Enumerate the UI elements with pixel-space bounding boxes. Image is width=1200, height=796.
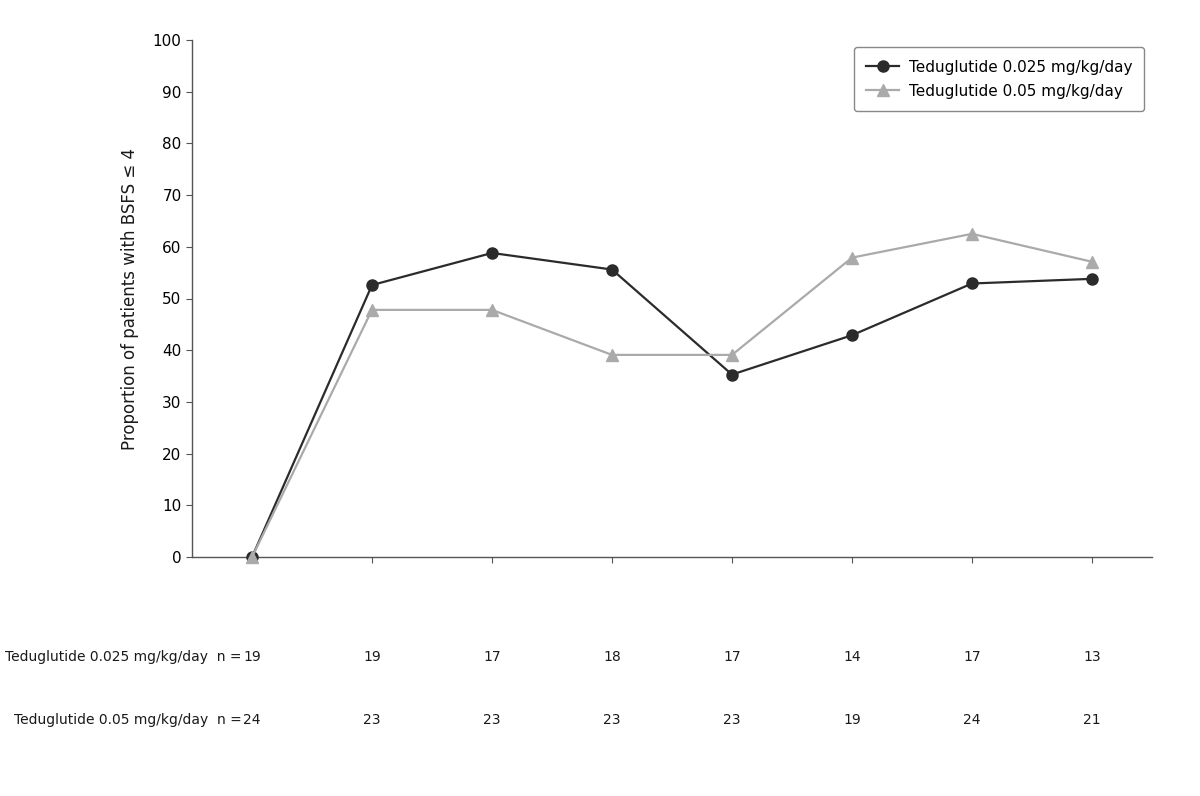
Teduglutide 0.025 mg/kg/day: [485, 248, 499, 258]
Teduglutide 0.05 mg/kg/day: [965, 229, 979, 239]
Text: 23: 23: [724, 713, 740, 728]
Text: 18: 18: [604, 650, 620, 664]
Text: 13: 13: [1084, 650, 1100, 664]
Teduglutide 0.05 mg/kg/day: [245, 552, 259, 562]
Text: 17: 17: [484, 650, 500, 664]
Text: 14: 14: [844, 650, 860, 664]
Teduglutide 0.05 mg/kg/day: [725, 350, 739, 360]
Text: 21: 21: [1084, 713, 1100, 728]
Line: Teduglutide 0.025 mg/kg/day: Teduglutide 0.025 mg/kg/day: [246, 248, 1098, 563]
Text: 17: 17: [964, 650, 980, 664]
Text: 19: 19: [844, 713, 860, 728]
Teduglutide 0.025 mg/kg/day: [365, 280, 379, 290]
Teduglutide 0.05 mg/kg/day: [365, 305, 379, 314]
Teduglutide 0.05 mg/kg/day: [605, 350, 619, 360]
Legend: Teduglutide 0.025 mg/kg/day, Teduglutide 0.05 mg/kg/day: Teduglutide 0.025 mg/kg/day, Teduglutide…: [853, 48, 1145, 111]
Y-axis label: Proportion of patients with BSFS ≤ 4: Proportion of patients with BSFS ≤ 4: [121, 147, 139, 450]
Teduglutide 0.025 mg/kg/day: [845, 330, 859, 340]
Teduglutide 0.025 mg/kg/day: [965, 279, 979, 288]
Text: 23: 23: [484, 713, 500, 728]
Teduglutide 0.05 mg/kg/day: [845, 253, 859, 263]
Teduglutide 0.025 mg/kg/day: [605, 265, 619, 275]
Text: 23: 23: [604, 713, 620, 728]
Teduglutide 0.025 mg/kg/day: [245, 552, 259, 562]
Text: 19: 19: [364, 650, 380, 664]
Text: 24: 24: [964, 713, 980, 728]
Teduglutide 0.05 mg/kg/day: [485, 305, 499, 314]
Text: 23: 23: [364, 713, 380, 728]
Teduglutide 0.05 mg/kg/day: [1085, 257, 1099, 267]
Teduglutide 0.025 mg/kg/day: [1085, 274, 1099, 283]
Text: Teduglutide 0.025 mg/kg/day  n =: Teduglutide 0.025 mg/kg/day n =: [5, 650, 246, 664]
Text: Teduglutide 0.05 mg/kg/day  n =: Teduglutide 0.05 mg/kg/day n =: [14, 713, 246, 728]
Text: 17: 17: [724, 650, 740, 664]
Text: 24: 24: [244, 713, 260, 728]
Teduglutide 0.025 mg/kg/day: [725, 370, 739, 380]
Text: 19: 19: [244, 650, 260, 664]
Line: Teduglutide 0.05 mg/kg/day: Teduglutide 0.05 mg/kg/day: [246, 228, 1098, 563]
